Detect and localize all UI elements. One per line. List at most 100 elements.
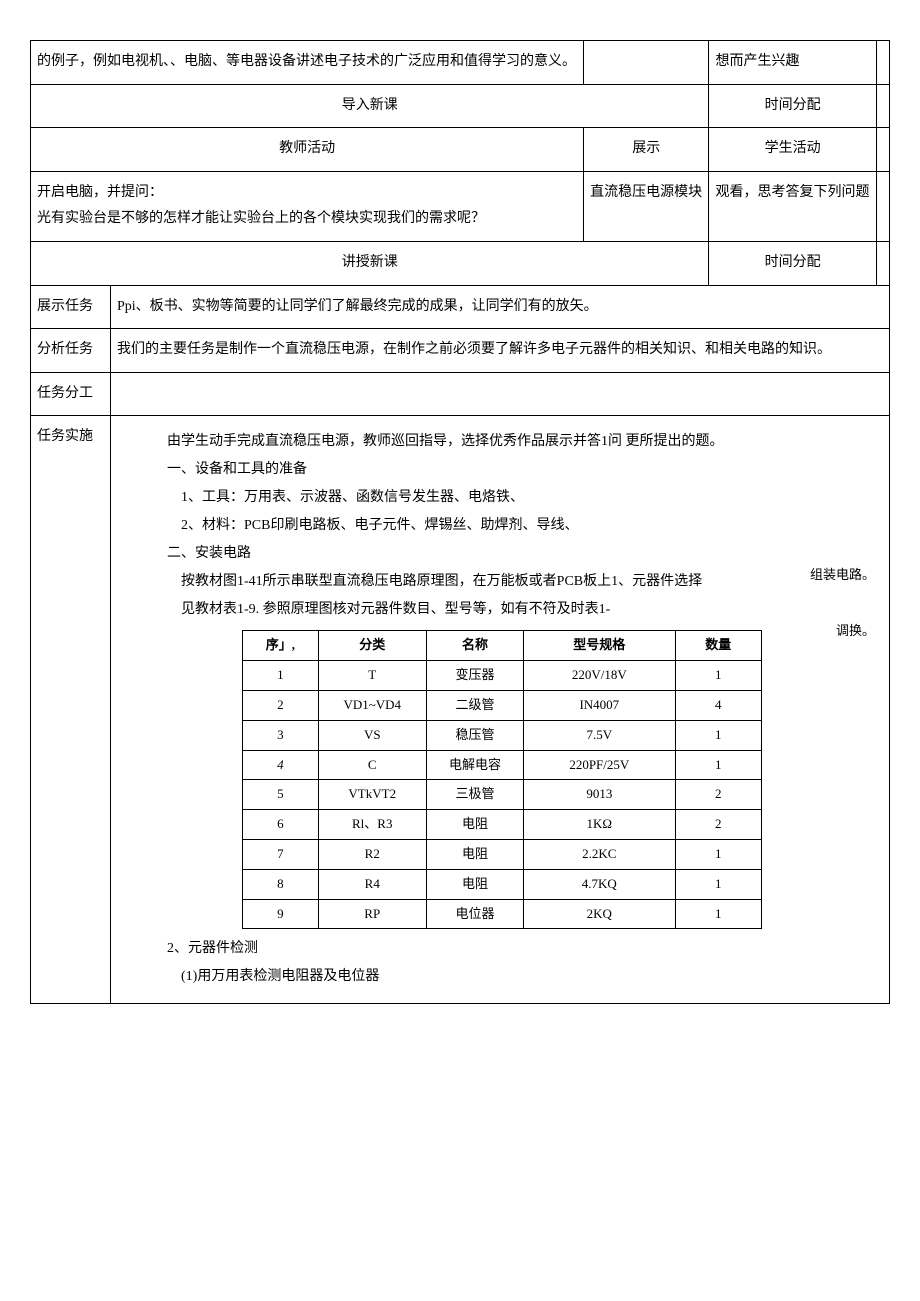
parts-row-7: 7 R2 电阻 2.2KC 1 (243, 839, 762, 869)
parts-5-1: VTkVT2 (318, 780, 426, 810)
parts-row-9: 9 RP 电位器 2KQ 1 (243, 899, 762, 929)
parts-3-4: 1 (675, 720, 762, 750)
impl-l2-1: 按教材图1-41所示串联型直流稳压电路原理图，在万能板或者PCB板上1、元器件选… (125, 568, 879, 596)
student-activity-text: 观看，思考答复下列问题 (709, 171, 876, 241)
parts-8-3: 4.7KQ (524, 869, 675, 899)
pre-mid-cell (584, 41, 709, 85)
parts-8-2: 电阻 (426, 869, 523, 899)
parts-6-2: 电阻 (426, 810, 523, 840)
teacher-activity-content: 开启电脑，并提问： 光有实验台是不够的怎样才能让实验台上的各个模块实现我们的需求… (37, 185, 485, 227)
parts-7-0: 7 (243, 839, 319, 869)
parts-1-3: 220V/18V (524, 661, 675, 691)
parts-row-2: 2 VD1~VD4 二级管 IN4007 4 (243, 690, 762, 720)
show-text: 直流稳压电源模块 (584, 171, 709, 241)
impl-content-block: 由学生动手完成直流稳压电源，教师巡回指导，选择优秀作品展示并答1问 更所提出的题… (125, 428, 879, 991)
section2-title: 讲授新课 (31, 241, 709, 285)
assign-task-text (111, 372, 890, 416)
parts-1-2: 变压器 (426, 661, 523, 691)
parts-table: 序」, 分类 名称 型号规格 数量 1 T 变压器 220V/18V 1 (242, 630, 762, 929)
parts-8-1: R4 (318, 869, 426, 899)
parts-h4: 数量 (675, 631, 762, 661)
impl-h2-wrap: 二、安装电路 组装电路。 按教材图1-41所示串联型直流稳压电路原理图，在万能板… (125, 540, 879, 624)
parts-row-8: 8 R4 电阻 4.7KQ 1 (243, 869, 762, 899)
impl-task-content-cell: 由学生动手完成直流稳压电源，教师巡回指导，选择优秀作品展示并答1问 更所提出的题… (111, 416, 890, 1004)
show-task-text: Ppi、板书、实物等简要的让同学们了解最终完成的成果，让同学们有的放矢。 (111, 285, 890, 329)
parts-2-0: 2 (243, 690, 319, 720)
parts-7-1: R2 (318, 839, 426, 869)
impl-after1: 2、元器件检测 (125, 935, 879, 963)
show-task-row: 展示任务 Ppi、板书、实物等简要的让同学们了解最终完成的成果，让同学们有的放矢… (31, 285, 890, 329)
analyze-task-row: 分析任务 我们的主要任务是制作一个直流稳压电源，在制作之前必须要了解许多电子元器… (31, 329, 890, 373)
assign-task-row: 任务分工 (31, 372, 890, 416)
parts-7-4: 1 (675, 839, 762, 869)
pre-right-cell: 想而产生兴趣 (709, 41, 876, 85)
parts-9-3: 2KQ (524, 899, 675, 929)
impl-p0: 由学生动手完成直流稳压电源，教师巡回指导，选择优秀作品展示并答1问 更所提出的题… (125, 428, 879, 456)
parts-6-0: 6 (243, 810, 319, 840)
parts-3-3: 7.5V (524, 720, 675, 750)
parts-4-1: C (318, 750, 426, 780)
section1-time-value (876, 84, 889, 128)
section2-time-value (876, 241, 889, 285)
parts-4-2: 电解电容 (426, 750, 523, 780)
impl-l2-2: 见教材表1-9. 参照原理图核对元器件数目、型号等，如有不符及时表1- (125, 596, 879, 624)
impl-h1: 一、设备和工具的准备 (125, 456, 879, 484)
parts-h0: 序」, (243, 631, 319, 661)
parts-6-4: 2 (675, 810, 762, 840)
parts-2-1: VD1~VD4 (318, 690, 426, 720)
parts-h1: 分类 (318, 631, 426, 661)
parts-7-3: 2.2KC (524, 839, 675, 869)
parts-5-4: 2 (675, 780, 762, 810)
parts-1-1: T (318, 661, 426, 691)
parts-9-1: RP (318, 899, 426, 929)
parts-2-2: 二级管 (426, 690, 523, 720)
parts-1-4: 1 (675, 661, 762, 691)
right-note-b: 调换。 (836, 618, 875, 644)
parts-h3: 型号规格 (524, 631, 675, 661)
impl-h2: 二、安装电路 (125, 540, 879, 568)
parts-row-6: 6 Rl、R3 电阻 1KΩ 2 (243, 810, 762, 840)
parts-h2: 名称 (426, 631, 523, 661)
parts-4-4: 1 (675, 750, 762, 780)
impl-after2: (1)用万用表检测电阻器及电位器 (125, 963, 879, 991)
parts-8-0: 8 (243, 869, 319, 899)
parts-6-1: Rl、R3 (318, 810, 426, 840)
teacher-activity-text: 开启电脑，并提问： 光有实验台是不够的怎样才能让实验台上的各个模块实现我们的需求… (31, 171, 584, 241)
parts-4-3: 220PF/25V (524, 750, 675, 780)
section1-title: 导入新课 (31, 84, 709, 128)
impl-l1-2: 2、材料：PCB印刷电路板、电子元件、焊锡丝、助焊剂、导线、 (125, 512, 879, 540)
pre-row: 的例子，例如电视机、、电脑、等电器设备讲述电子技术的广泛应用和值得学习的意义。 … (31, 41, 890, 85)
impl-l1-1: 1、工具：万用表、示波器、函数信号发生器、电烙铁、 (125, 484, 879, 512)
parts-1-0: 1 (243, 661, 319, 691)
parts-2-3: IN4007 (524, 690, 675, 720)
parts-row-5: 5 VTkVT2 三极管 9013 2 (243, 780, 762, 810)
show-task-label: 展示任务 (31, 285, 111, 329)
parts-row-1: 1 T 变压器 220V/18V 1 (243, 661, 762, 691)
parts-4-0: 4 (243, 750, 319, 780)
section1-time-label: 时间分配 (709, 84, 876, 128)
parts-5-3: 9013 (524, 780, 675, 810)
section1-header-row: 导入新课 时间分配 (31, 84, 890, 128)
parts-7-2: 电阻 (426, 839, 523, 869)
parts-header-row: 序」, 分类 名称 型号规格 数量 (243, 631, 762, 661)
assign-task-label: 任务分工 (31, 372, 111, 416)
parts-3-2: 稳压管 (426, 720, 523, 750)
parts-row-3: 3 VS 稳压管 7.5V 1 (243, 720, 762, 750)
section1-content-extra (876, 171, 889, 241)
parts-2-4: 4 (675, 690, 762, 720)
section2-header-row: 讲授新课 时间分配 (31, 241, 890, 285)
pre-left-cell: 的例子，例如电视机、、电脑、等电器设备讲述电子技术的广泛应用和值得学习的意义。 (31, 41, 584, 85)
impl-task-row: 任务实施 由学生动手完成直流稳压电源，教师巡回指导，选择优秀作品展示并答1问 更… (31, 416, 890, 1004)
section1-subheader-extra (876, 128, 889, 172)
parts-row-4: 4 C 电解电容 220PF/25V 1 (243, 750, 762, 780)
parts-9-2: 电位器 (426, 899, 523, 929)
parts-6-3: 1KΩ (524, 810, 675, 840)
impl-task-label: 任务实施 (31, 416, 111, 1004)
parts-5-0: 5 (243, 780, 319, 810)
teacher-activity-label: 教师活动 (31, 128, 584, 172)
lesson-plan-table: 的例子，例如电视机、、电脑、等电器设备讲述电子技术的广泛应用和值得学习的意义。 … (30, 40, 890, 1004)
parts-3-0: 3 (243, 720, 319, 750)
section1-content-row: 开启电脑，并提问： 光有实验台是不够的怎样才能让实验台上的各个模块实现我们的需求… (31, 171, 890, 241)
show-label: 展示 (584, 128, 709, 172)
parts-3-1: VS (318, 720, 426, 750)
